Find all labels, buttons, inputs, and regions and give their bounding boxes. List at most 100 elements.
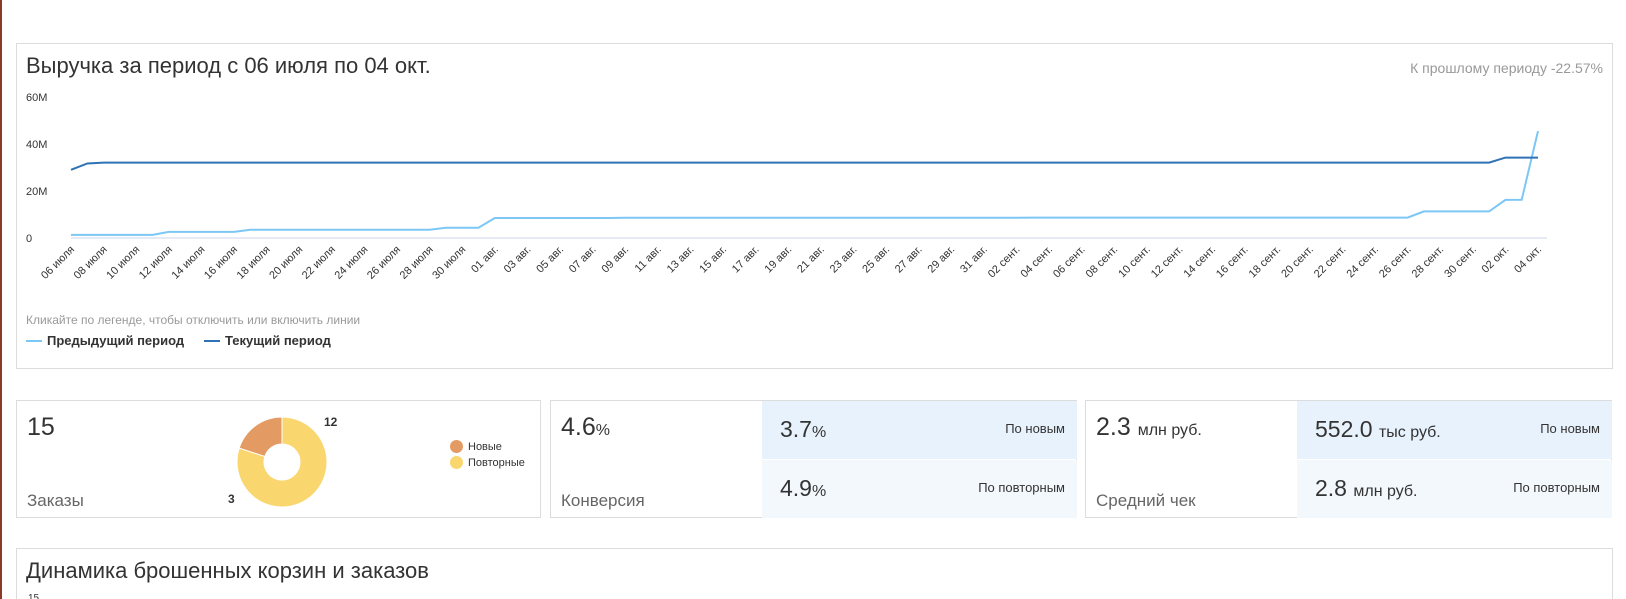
x-tick-label: 20 июля bbox=[267, 244, 305, 282]
avg-check-repeat-unit: млн руб. bbox=[1353, 483, 1418, 500]
x-tick-label: 24 июля bbox=[332, 244, 370, 282]
orders-donut-chart bbox=[236, 416, 328, 508]
conversion-repeat-value: 4.9% bbox=[780, 475, 826, 502]
orders-label: Заказы bbox=[27, 491, 84, 510]
conversion-unit: % bbox=[595, 422, 610, 439]
x-tick-label: 22 июля bbox=[300, 244, 338, 282]
conversion-value: 4.6% bbox=[561, 413, 610, 442]
x-tick-label: 25 авг. bbox=[860, 244, 892, 276]
x-tick-label: 28 сент. bbox=[1410, 244, 1447, 281]
pie-legend-new-label: Новые bbox=[468, 440, 502, 453]
x-tick-label: 04 сент. bbox=[1018, 244, 1055, 281]
series-line-previous-period bbox=[71, 130, 1539, 236]
avg-check-new-unit: тыс руб. bbox=[1378, 424, 1441, 441]
avg-check-new-caption: По новым bbox=[1540, 421, 1600, 436]
x-tick-label: 16 сент. bbox=[1214, 244, 1251, 281]
x-tick-label: 24 сент. bbox=[1344, 244, 1381, 281]
avg-check-repeat-caption: По повторным bbox=[1513, 480, 1600, 495]
legend-current-swatch bbox=[204, 339, 220, 342]
x-tick-label: 14 сент. bbox=[1181, 244, 1218, 281]
x-tick-label: 06 сент. bbox=[1051, 244, 1088, 281]
donut-slice-repeat[interactable] bbox=[236, 416, 328, 508]
conversion-repeat-box: 4.9% По повторным bbox=[762, 460, 1077, 518]
x-tick-label: 18 июля bbox=[235, 244, 273, 282]
conversion-repeat-unit: % bbox=[811, 483, 827, 500]
pie-legend-repeat-label: Повторные bbox=[468, 456, 525, 469]
x-tick-label: 28 июля bbox=[398, 244, 436, 282]
x-tick-label: 08 сент. bbox=[1084, 244, 1121, 281]
y-tick-label: 20M bbox=[26, 186, 47, 198]
x-tick-label: 05 авг. bbox=[534, 244, 566, 276]
abandoned-carts-title: Динамика брошенных корзин и заказов bbox=[26, 558, 429, 583]
legend-current-label: Текущий период bbox=[225, 333, 331, 348]
conversion-new-number: 3.7 bbox=[780, 416, 812, 442]
legend-previous-period[interactable]: Предыдущий период bbox=[26, 333, 184, 348]
x-tick-label: 22 сент. bbox=[1312, 244, 1349, 281]
pie-legend-new-dot bbox=[450, 440, 463, 453]
x-tick-label: 30 сент. bbox=[1442, 244, 1479, 281]
revenue-panel: 60M 40M 20M 0 06 июля 08 июля 10 июля 12 июля 14… bbox=[16, 43, 1613, 369]
x-tick-label: 07 авг. bbox=[567, 244, 599, 276]
orders-count: 15 bbox=[27, 413, 55, 441]
pie-legend-repeat-dot bbox=[450, 456, 463, 469]
y-tick-label: 60M bbox=[26, 92, 47, 104]
series-line-current-period bbox=[70, 156, 1538, 171]
x-tick-label: 26 сент. bbox=[1377, 244, 1414, 281]
x-tick-label: 15 авг. bbox=[697, 244, 729, 276]
conversion-label: Конверсия bbox=[561, 491, 645, 510]
conversion-repeat-number: 4.9 bbox=[780, 475, 812, 501]
abandoned-carts-y-tick: 15 bbox=[28, 593, 40, 599]
avg-check-panel: 2.3 млн руб. Средний чек 552.0 тыс руб. … bbox=[1085, 400, 1612, 518]
left-edge-strip bbox=[0, 0, 2, 599]
x-tick-label: 30 июля bbox=[430, 244, 468, 282]
conversion-panel: 4.6% Конверсия 3.7% По новым 4.9% По пов… bbox=[550, 400, 1077, 518]
avg-check-label: Средний чек bbox=[1096, 491, 1196, 510]
revenue-compare-text: К прошлому периоду -22.57% bbox=[1410, 60, 1603, 76]
x-tick-label: 13 авг. bbox=[665, 244, 697, 276]
revenue-title: Выручка за период с 06 июля по 04 окт. bbox=[26, 53, 431, 78]
avg-check-repeat-value: 2.8 млн руб. bbox=[1315, 475, 1418, 502]
avg-check-new-number: 552.0 bbox=[1315, 416, 1373, 442]
donut-slice-new[interactable] bbox=[238, 416, 283, 458]
conversion-new-value: 3.7% bbox=[780, 416, 826, 443]
x-tick-label: 01 авг. bbox=[469, 244, 501, 276]
x-tick-label: 27 авг. bbox=[893, 244, 925, 276]
conversion-new-box: 3.7% По новым bbox=[762, 401, 1077, 459]
pie-legend-repeat[interactable]: Повторные bbox=[450, 456, 525, 469]
conversion-new-caption: По новым bbox=[1005, 421, 1065, 436]
x-tick-label: 12 сент. bbox=[1149, 244, 1186, 281]
avg-check-number: 2.3 bbox=[1096, 413, 1131, 441]
legend-current-period[interactable]: Текущий период bbox=[204, 333, 331, 348]
x-tick-label: 10 июля bbox=[104, 244, 142, 282]
x-tick-label: 09 авг. bbox=[600, 244, 632, 276]
donut-new-value: 3 bbox=[228, 492, 235, 506]
x-tick-label: 08 июля bbox=[72, 244, 110, 282]
y-tick-label: 40M bbox=[26, 139, 47, 151]
avg-check-new-box: 552.0 тыс руб. По новым bbox=[1297, 401, 1612, 459]
x-tick-label: 16 июля bbox=[202, 244, 240, 282]
x-tick-label: 03 авг. bbox=[502, 244, 534, 276]
avg-check-repeat-box: 2.8 млн руб. По повторным bbox=[1297, 460, 1612, 518]
avg-check-repeat-number: 2.8 bbox=[1315, 475, 1347, 501]
x-tick-label: 14 июля bbox=[169, 244, 207, 282]
x-tick-label: 11 авг. bbox=[633, 244, 664, 275]
x-tick-label: 17 авг. bbox=[730, 244, 762, 276]
pie-legend-new[interactable]: Новые bbox=[450, 440, 502, 453]
orders-panel: 15 Заказы 12 3 Новые Повторные bbox=[16, 400, 541, 518]
abandoned-carts-panel: Динамика брошенных корзин и заказов 15 bbox=[16, 548, 1613, 599]
conversion-new-unit: % bbox=[811, 424, 827, 441]
x-tick-label: 02 сент. bbox=[986, 244, 1023, 281]
x-tick-label: 10 сент. bbox=[1116, 244, 1153, 281]
x-tick-label: 21 авг. bbox=[795, 244, 827, 276]
y-tick-label: 0 bbox=[26, 233, 32, 245]
legend-previous-swatch bbox=[26, 339, 42, 342]
x-tick-label: 18 сент. bbox=[1247, 244, 1284, 281]
avg-check-unit: млн руб. bbox=[1137, 422, 1202, 439]
x-tick-label: 02 окт. bbox=[1480, 244, 1512, 276]
legend-hint: Кликайте по легенде, чтобы отключить или… bbox=[26, 313, 361, 327]
conversion-number: 4.6 bbox=[561, 413, 596, 441]
x-tick-label: 29 авг. bbox=[926, 244, 958, 276]
avg-check-value: 2.3 млн руб. bbox=[1096, 413, 1202, 442]
x-tick-label: 23 авг. bbox=[828, 244, 860, 276]
